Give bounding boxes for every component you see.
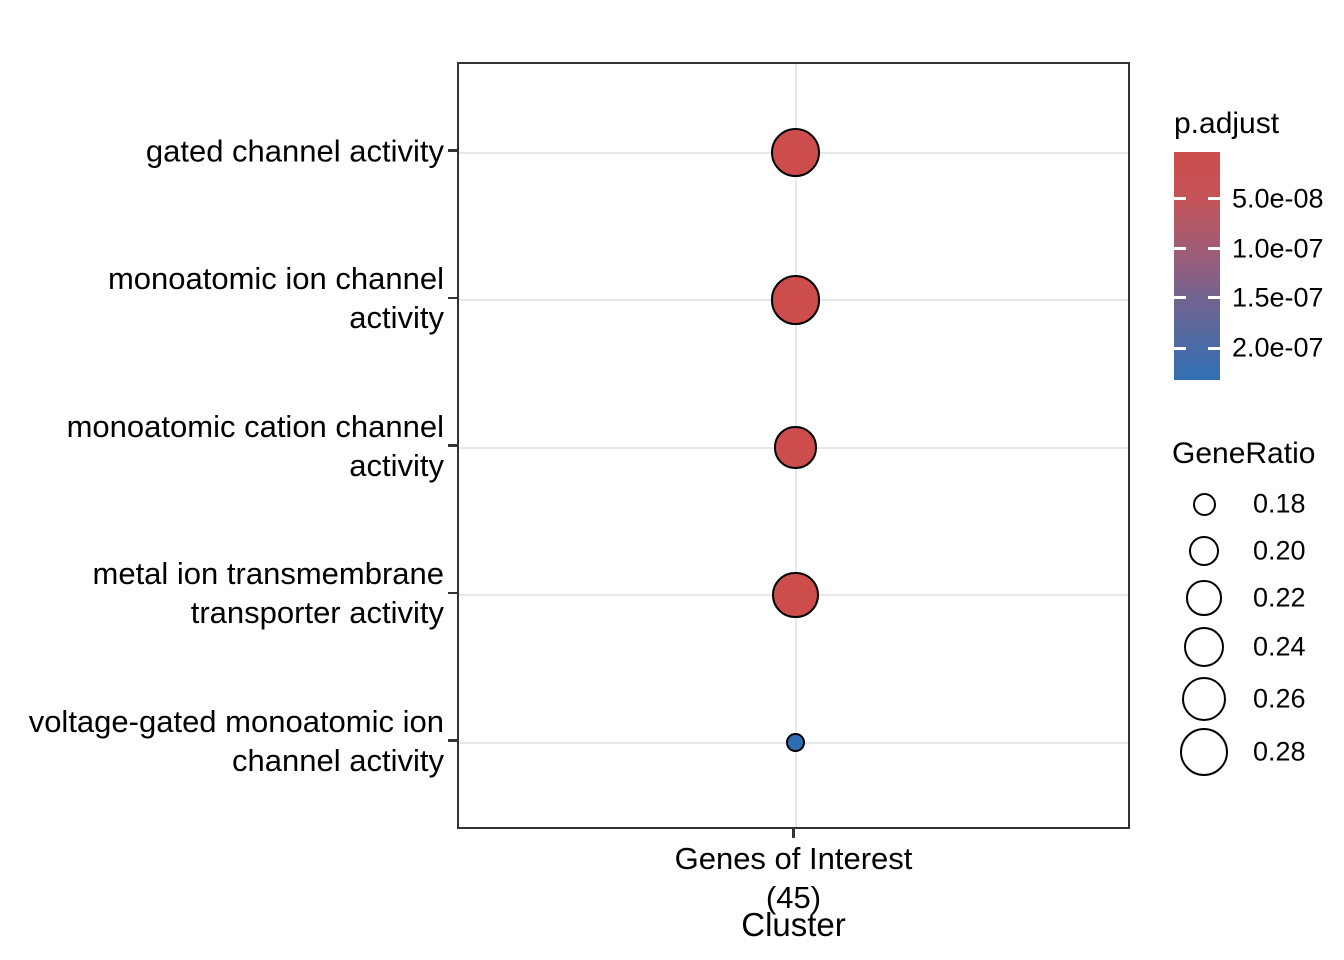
y-axis-tick [448,296,457,300]
size-legend-circle [1184,627,1224,667]
colorbar-tick [1174,346,1186,350]
plot-panel [457,62,1130,829]
data-point [772,571,819,619]
colorbar-tick [1174,247,1186,251]
color-legend-tick-label: 1.5e-07 [1232,282,1324,313]
colorbar-tick [1208,346,1220,350]
colorbar-tick [1174,197,1186,201]
size-legend-circle [1181,676,1227,722]
color-legend-title: p.adjust [1174,107,1280,140]
x-axis-title: Cluster [741,906,846,943]
y-category-label: metal ion transmembrane transporter acti… [92,555,445,630]
size-legend-value: 0.18 [1253,488,1306,519]
data-point [774,426,817,469]
size-legend-value: 0.22 [1253,582,1306,613]
y-category-label: gated channel activity [145,132,444,168]
y-axis-tick [448,591,457,595]
color-legend-gradient-bar [1174,152,1220,380]
size-legend-value: 0.20 [1253,535,1306,566]
color-legend-tick-label: 5.0e-08 [1232,183,1324,214]
size-legend-value: 0.28 [1253,736,1306,767]
size-legend-value: 0.26 [1253,683,1306,714]
size-legend-circle [1192,492,1216,516]
y-axis-tick [448,149,457,152]
colorbar-tick [1208,296,1220,300]
y-axis-tick [448,444,457,447]
y-category-label: monoatomic cation channel activity [66,408,444,483]
size-legend-title: GeneRatio [1172,437,1316,470]
colorbar-tick [1174,296,1186,300]
data-point [770,275,821,325]
size-legend-circle [1189,536,1219,566]
data-point [770,127,821,178]
size-legend-circle [1180,728,1228,776]
size-legend-value: 0.24 [1253,631,1306,662]
x-axis-tick [792,829,795,838]
data-point [786,733,805,752]
y-axis-tick [448,739,457,742]
colorbar-tick [1208,247,1220,251]
colorbar-tick [1208,197,1220,201]
y-category-label: monoatomic ion channel activity [107,260,444,335]
color-legend-tick-label: 1.0e-07 [1232,233,1324,264]
y-category-label: voltage-gated monoatomic ion channel act… [28,703,444,778]
x-tick-label: Genes of Interest (45) [674,841,913,916]
color-legend-tick-label: 2.0e-07 [1232,332,1324,363]
size-legend-circle [1186,580,1222,616]
